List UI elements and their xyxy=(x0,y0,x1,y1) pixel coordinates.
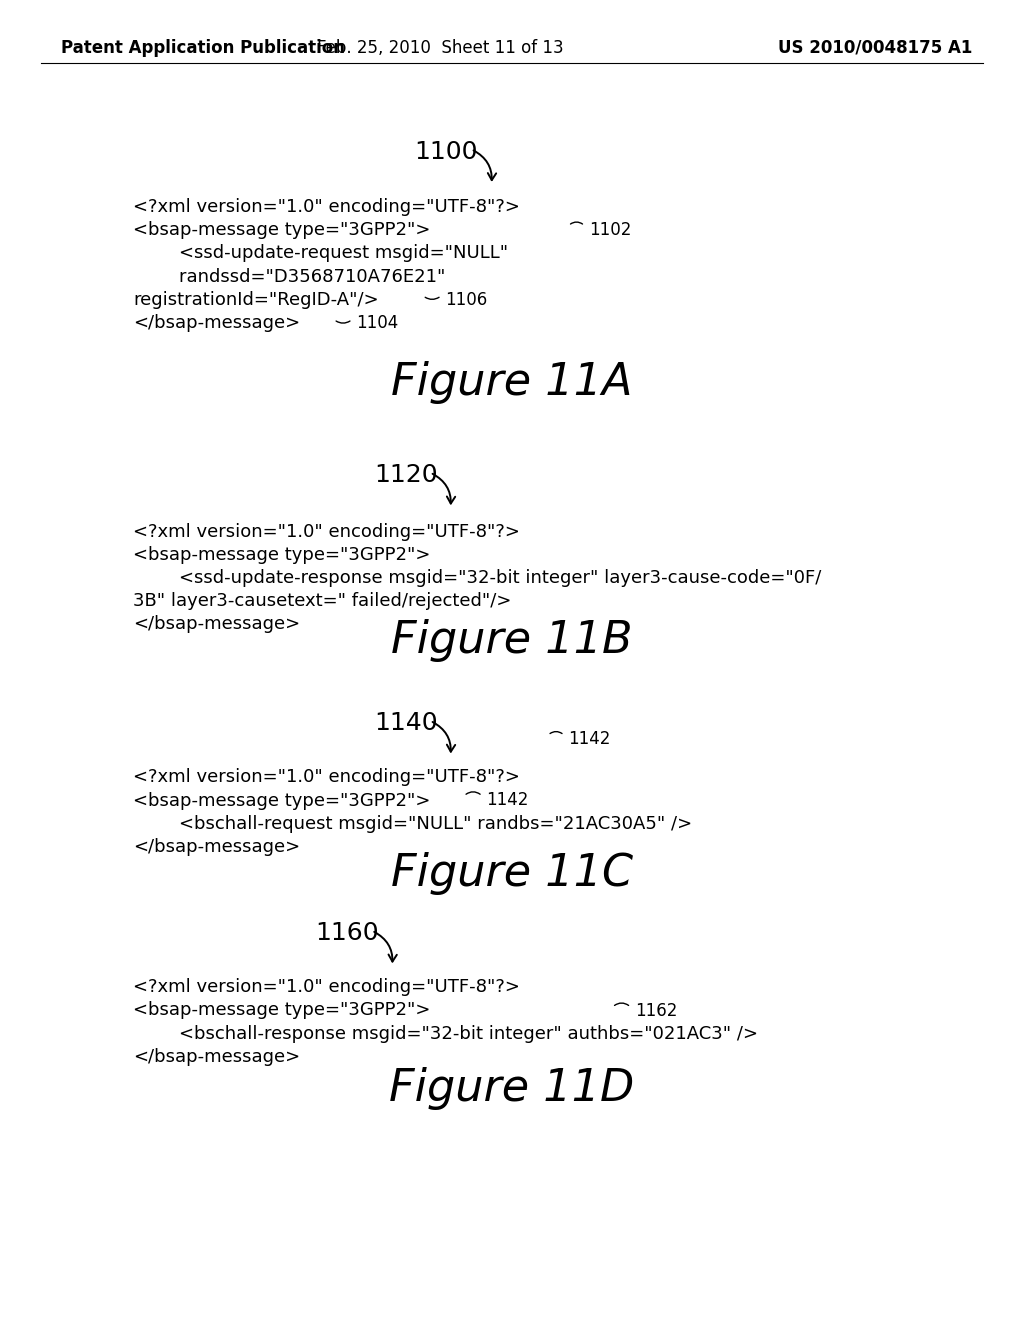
Text: <ssd-update-request msgid="NULL": <ssd-update-request msgid="NULL" xyxy=(133,244,508,263)
Text: registrationId="RegID-A"/>: registrationId="RegID-A"/> xyxy=(133,290,379,309)
Text: <bsap-message type="3GPP2">: <bsap-message type="3GPP2"> xyxy=(133,546,430,564)
Text: Figure 11C: Figure 11C xyxy=(391,853,633,895)
Text: </bsap-message>: </bsap-message> xyxy=(133,1048,300,1065)
FancyArrowPatch shape xyxy=(570,222,583,224)
Text: 1142: 1142 xyxy=(568,730,610,748)
Text: 1106: 1106 xyxy=(445,290,487,309)
Text: 1160: 1160 xyxy=(315,921,379,945)
Text: <bsap-message type="3GPP2">: <bsap-message type="3GPP2"> xyxy=(133,222,430,239)
Text: <bsap-message type="3GPP2">: <bsap-message type="3GPP2"> xyxy=(133,1002,430,1019)
Text: </bsap-message>: </bsap-message> xyxy=(133,838,300,855)
Text: Figure 11A: Figure 11A xyxy=(391,362,633,404)
Text: Patent Application Publication: Patent Application Publication xyxy=(61,38,345,57)
Text: 3B" layer3-causetext=" failed/rejected"/>: 3B" layer3-causetext=" failed/rejected"/… xyxy=(133,593,512,610)
Text: <?xml version="1.0" encoding="UTF-8"?>: <?xml version="1.0" encoding="UTF-8"?> xyxy=(133,978,520,997)
FancyArrowPatch shape xyxy=(432,722,456,751)
Text: </bsap-message>: </bsap-message> xyxy=(133,615,300,634)
Text: 1162: 1162 xyxy=(635,1002,677,1020)
FancyArrowPatch shape xyxy=(473,150,497,180)
Text: </bsap-message>: </bsap-message> xyxy=(133,314,300,331)
Text: <?xml version="1.0" encoding="UTF-8"?>: <?xml version="1.0" encoding="UTF-8"?> xyxy=(133,523,520,541)
FancyArrowPatch shape xyxy=(336,321,350,323)
Text: US 2010/0048175 A1: US 2010/0048175 A1 xyxy=(778,38,973,57)
Text: Feb. 25, 2010  Sheet 11 of 13: Feb. 25, 2010 Sheet 11 of 13 xyxy=(317,38,563,57)
FancyArrowPatch shape xyxy=(614,1003,629,1006)
Text: randssd="D3568710A76E21": randssd="D3568710A76E21" xyxy=(133,268,445,285)
Text: <bschall-request msgid="NULL" randbs="21AC30A5" />: <bschall-request msgid="NULL" randbs="21… xyxy=(133,814,692,833)
FancyArrowPatch shape xyxy=(550,731,562,734)
FancyArrowPatch shape xyxy=(425,297,439,300)
Text: Figure 11D: Figure 11D xyxy=(389,1068,635,1110)
FancyArrowPatch shape xyxy=(466,792,480,795)
Text: <?xml version="1.0" encoding="UTF-8"?>: <?xml version="1.0" encoding="UTF-8"?> xyxy=(133,198,520,216)
Text: 1142: 1142 xyxy=(486,791,528,809)
FancyArrowPatch shape xyxy=(432,474,456,503)
FancyArrowPatch shape xyxy=(374,932,397,961)
Text: Figure 11B: Figure 11B xyxy=(391,619,633,661)
Text: <bschall-response msgid="32-bit integer" authbs="021AC3" />: <bschall-response msgid="32-bit integer"… xyxy=(133,1024,758,1043)
Text: 1100: 1100 xyxy=(415,140,478,164)
Text: 1102: 1102 xyxy=(589,220,631,239)
Text: 1104: 1104 xyxy=(356,314,398,333)
Text: <ssd-update-response msgid="32-bit integer" layer3-cause-code="0F/: <ssd-update-response msgid="32-bit integ… xyxy=(133,569,821,587)
Text: <bsap-message type="3GPP2">: <bsap-message type="3GPP2"> xyxy=(133,792,430,809)
Text: 1120: 1120 xyxy=(374,463,437,487)
Text: <?xml version="1.0" encoding="UTF-8"?>: <?xml version="1.0" encoding="UTF-8"?> xyxy=(133,768,520,787)
Text: 1140: 1140 xyxy=(374,711,437,735)
